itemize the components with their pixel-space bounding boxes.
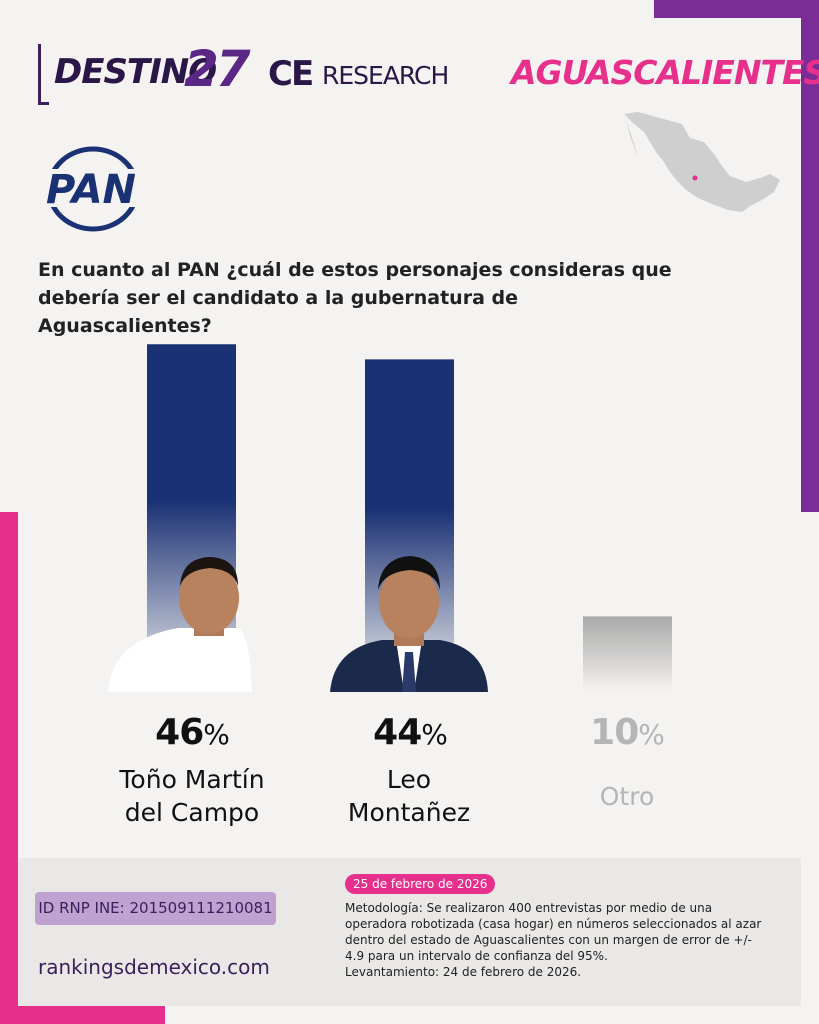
frame-accent-right [801,0,819,512]
category-label-3: Otro [527,780,727,813]
fieldwork-text: Levantamiento: 24 de febrero de 2026. [345,965,582,979]
bar-value-2: 44% [373,712,448,753]
category-label-2-line1: Leo [386,765,432,794]
methodology-block: Metodología: Se realizaron 400 entrevist… [345,900,765,980]
category-label-3-line1: Otro [599,782,655,811]
date-badge: 25 de febrero de 2026 [345,874,496,894]
bar-value-1: 46% [155,712,230,753]
survey-question: En cuanto al PAN ¿cuál de estos personaj… [38,259,672,337]
map-marker [692,175,698,181]
brand-research-text: RESEARCH [322,61,449,90]
pan-party-logo: PAN [38,146,144,232]
category-label-1: Toño Martín del Campo [92,763,292,829]
candidate-photo-1 [108,557,252,692]
brand-bracket [38,44,49,105]
website-link[interactable]: rankingsdemexico.com [38,955,270,979]
methodology-text: Metodología: Se realizaron 400 entrevist… [345,901,762,963]
pan-logo-text: PAN [46,167,136,213]
brand-destino-text: DESTINO [54,52,217,92]
state-title: AGUASCALIENTES [511,53,819,92]
category-label-2-line2: Montañez [347,798,471,827]
brand-ce-text: CE [268,54,314,94]
candidate-photo-2 [330,556,488,692]
brand-number: 27 [184,40,251,98]
rnp-badge: ID RNP INE: 201509111210081 [35,892,276,925]
bar-3 [583,616,672,692]
bar-value-3: 10% [590,712,665,753]
frame-accent-left [0,512,18,1024]
frame-accent-bottom [0,1006,165,1024]
category-label-1-line2: del Campo [124,798,260,827]
category-label-1-line1: Toño Martín [119,765,265,794]
mexico-map-icon [624,112,780,212]
frame-accent-top [654,0,819,18]
category-label-2: Leo Montañez [309,763,509,829]
